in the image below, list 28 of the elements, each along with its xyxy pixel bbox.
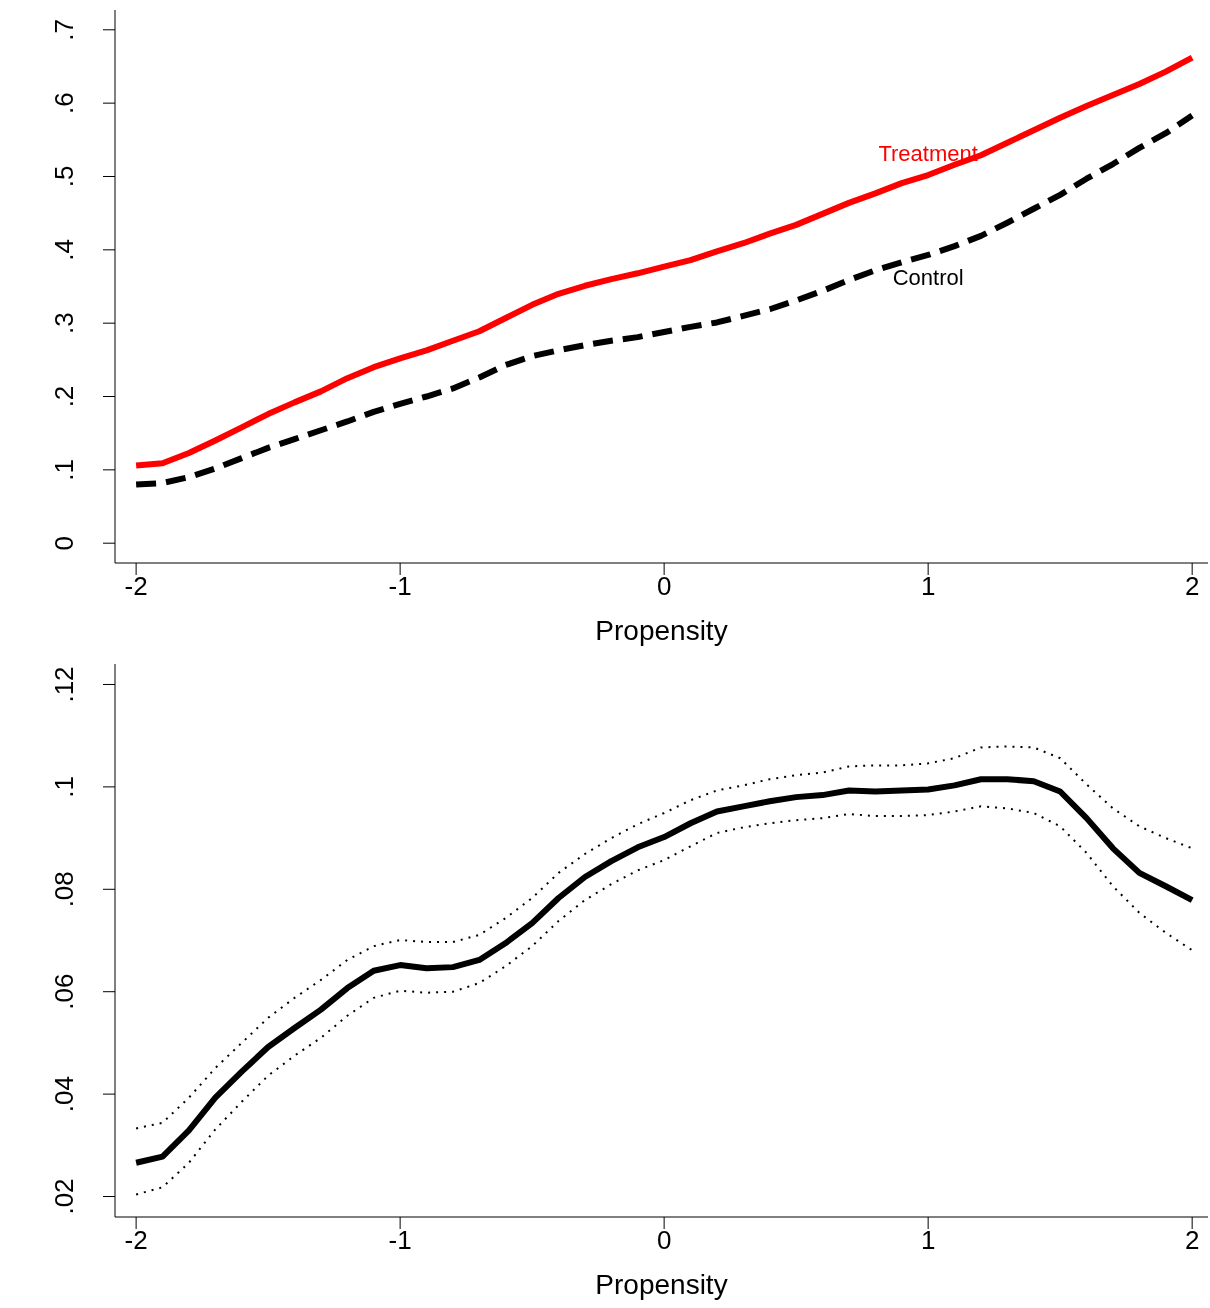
x-axis-title: Propensity (595, 615, 728, 646)
x-tick-label: 1 (920, 571, 936, 602)
y-tick-label: .6 (49, 92, 79, 114)
x-tick-label: -1 (388, 571, 412, 602)
y-tick-label: .4 (49, 238, 79, 261)
y-tick-label: .3 (49, 312, 79, 335)
x-tick-label: -2 (124, 571, 148, 602)
x-tick-label: 0 (656, 571, 672, 602)
y-tick-label: .04 (49, 1076, 79, 1113)
y-tick-label: .12 (49, 666, 79, 703)
x-tick-label: 2 (1184, 571, 1200, 602)
y-tick-label: .2 (49, 385, 79, 408)
y-tick-label: .5 (49, 165, 79, 188)
series-label: Control (892, 264, 964, 290)
y-tick-label: .02 (49, 1178, 79, 1215)
y-tick-label: .1 (49, 459, 79, 481)
x-tick-label: -2 (124, 1225, 148, 1256)
y-tick-label: .1 (49, 776, 79, 798)
x-tick-label: -1 (388, 1225, 412, 1256)
x-axis-title: Propensity (595, 1269, 728, 1300)
x-tick-label: 2 (1184, 1225, 1200, 1256)
y-tick-label: .06 (49, 973, 79, 1010)
y-tick-label: 0 (49, 535, 79, 551)
y-tick-label: .7 (49, 18, 79, 41)
line-series (135, 745, 1194, 1130)
x-tick-label: 1 (920, 1225, 936, 1256)
x-tick-label: 0 (656, 1225, 672, 1256)
y-tick-label: .08 (49, 871, 79, 908)
